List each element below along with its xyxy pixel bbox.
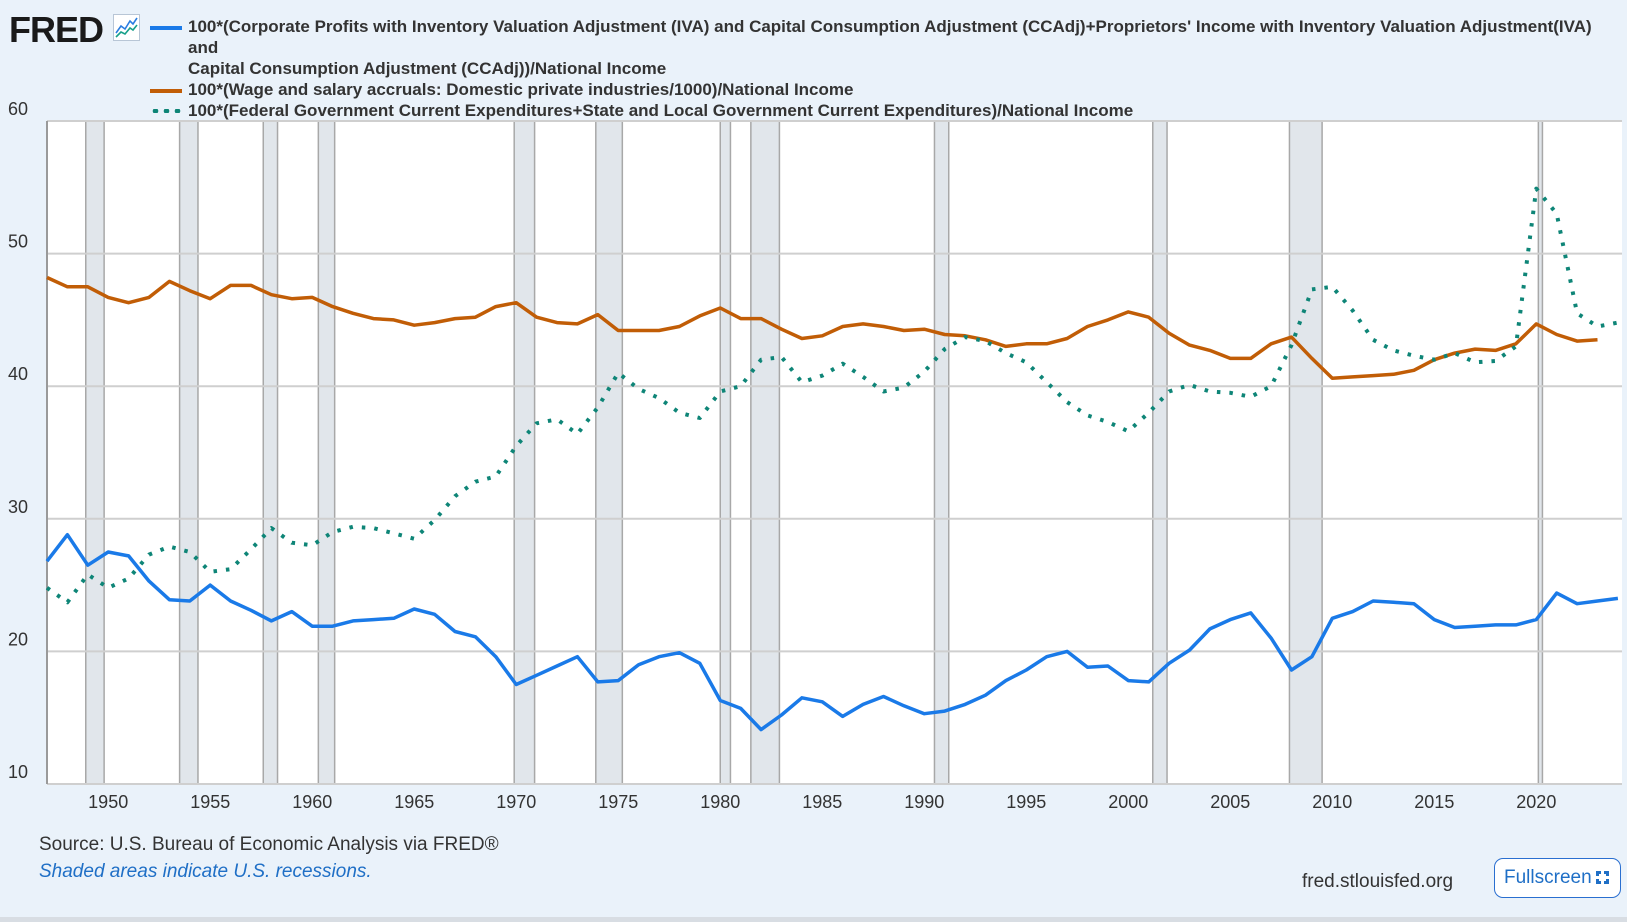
recession-band — [750, 120, 781, 785]
series-line-1 — [46, 275, 1598, 380]
recession-band — [1288, 120, 1323, 785]
series-line-0 — [45, 532, 1619, 732]
y-tick-label: 40 — [8, 364, 28, 384]
y-tick-label: 60 — [8, 99, 28, 119]
x-tick-label: 1975 — [598, 792, 638, 812]
x-tick-label: 2000 — [1108, 792, 1148, 812]
plot-area — [47, 121, 1622, 784]
recession-band — [85, 120, 105, 785]
legend-item-profits: 100*(Corporate Profits with Inventory Va… — [150, 16, 1610, 79]
recession-band — [933, 120, 950, 785]
x-tick-label: 1995 — [1006, 792, 1046, 812]
x-tick-label: 1955 — [190, 792, 230, 812]
x-tick-label: 1985 — [802, 792, 842, 812]
recession-note: Shaded areas indicate U.S. recessions. — [39, 861, 372, 882]
y-tick-label: 50 — [8, 232, 28, 252]
x-tick-label: 1965 — [394, 792, 434, 812]
x-tick-label: 1960 — [292, 792, 332, 812]
recession-band — [317, 120, 336, 785]
recession-band — [1152, 120, 1168, 785]
recession-band — [595, 120, 624, 785]
recession-band — [1537, 120, 1544, 785]
y-tick-label: 30 — [8, 497, 28, 517]
fullscreen-label: Fullscreen — [1504, 867, 1592, 888]
x-tick-label: 2015 — [1414, 792, 1454, 812]
x-tick-label: 2005 — [1210, 792, 1250, 812]
legend-label: 100*(Federal Government Current Expendit… — [188, 101, 1134, 120]
recession-band — [178, 120, 199, 785]
legend-label: Capital Consumption Adjustment (CCAdj))/… — [188, 59, 667, 78]
x-tick-label: 1980 — [700, 792, 740, 812]
fred-logo[interactable]: FRED — [9, 9, 104, 50]
legend-item-wages: 100*(Wage and salary accruals: Domestic … — [150, 79, 1610, 100]
x-tick-label: 2020 — [1516, 792, 1556, 812]
x-tick-label: 1970 — [496, 792, 536, 812]
y-tick-label: 20 — [8, 629, 28, 649]
x-tick-label: 1950 — [88, 792, 128, 812]
series-line-2 — [45, 186, 1619, 605]
legend-item-government: 100*(Federal Government Current Expendit… — [150, 100, 1610, 121]
chart-line-icon[interactable] — [113, 14, 140, 41]
legend-swatch-dotted — [150, 109, 182, 113]
chart-legend: 100*(Corporate Profits with Inventory Va… — [150, 16, 1610, 121]
chart-plot[interactable]: 10 20 30 40 50 60 1950 1955 1960 1965 1970 1975 1980… — [0, 0, 1627, 830]
fullscreen-button[interactable]: Fullscreen — [1494, 858, 1621, 898]
fullscreen-icon — [1595, 871, 1609, 884]
recession-band — [262, 120, 279, 785]
legend-swatch-blue — [150, 26, 182, 30]
source-text: Source: U.S. Bureau of Economic Analysis… — [39, 834, 499, 855]
y-tick-label: 10 — [8, 762, 28, 782]
recession-band — [719, 120, 732, 785]
x-tick-label: 1990 — [904, 792, 944, 812]
x-tick-label: 2010 — [1312, 792, 1352, 812]
divider — [0, 917, 1627, 922]
legend-swatch-orange — [150, 89, 182, 93]
site-link[interactable]: fred.stlouisfed.org — [1302, 871, 1454, 892]
legend-label: 100*(Corporate Profits with Inventory Va… — [188, 17, 1592, 57]
legend-label: 100*(Wage and salary accruals: Domestic … — [188, 80, 854, 99]
